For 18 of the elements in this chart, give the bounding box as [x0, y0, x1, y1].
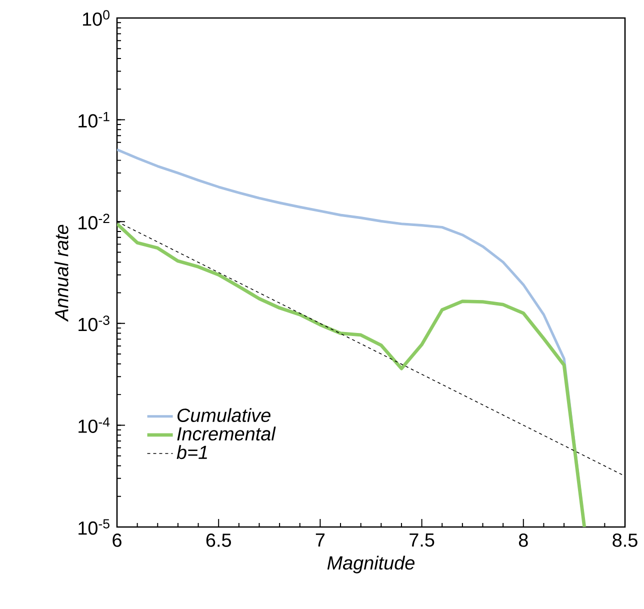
legend-label: Incremental	[177, 426, 276, 441]
y-tick-label: 10$^{-5}$	[78, 519, 110, 535]
y-axis-title: Annual rate	[54, 224, 68, 322]
x-tick-label: 8	[518, 534, 528, 547]
y-tick-label: 10$^{-3}$	[78, 316, 110, 332]
y-tick-label: 10$^{-1}$	[78, 112, 110, 128]
y-tick-label: 10$^{-2}$	[78, 214, 110, 230]
y-tick-label: 10$^{-4}$	[78, 417, 110, 433]
y-tick-label: 10$^{0}$	[83, 10, 110, 26]
x-axis-title: Magnitude	[327, 556, 414, 574]
x-tick-label: 7	[316, 534, 325, 547]
legend-label: b=1	[176, 445, 207, 460]
line-series	[117, 222, 586, 528]
x-tick-label: 6.5	[206, 534, 231, 547]
x-tick-label: 6	[112, 534, 122, 547]
x-tick-label: 7.5	[410, 534, 434, 547]
legend-label: Cumulative	[178, 408, 270, 422]
x-tick-label: 8.5	[612, 534, 638, 547]
